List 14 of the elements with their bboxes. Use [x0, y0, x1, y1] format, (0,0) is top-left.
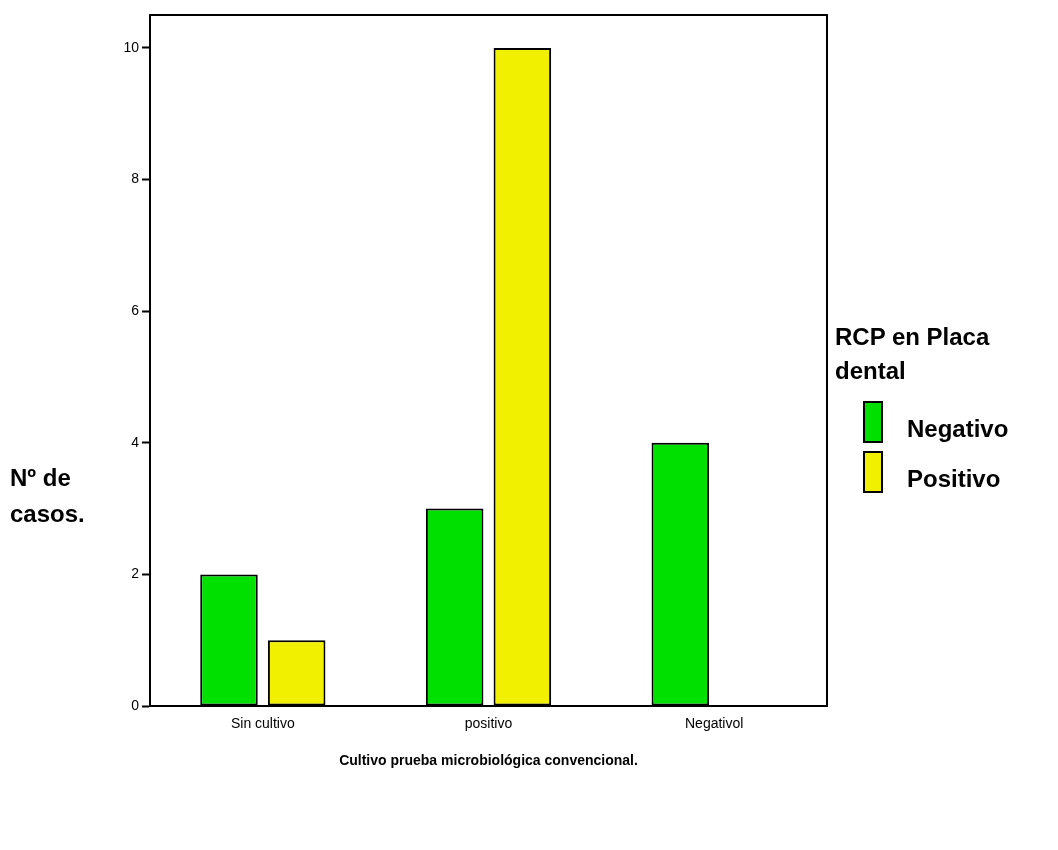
legend-title: RCP en Placa dental [835, 322, 991, 386]
y-tick-label: 2 [131, 565, 140, 582]
y-tick-label: 10 [123, 38, 140, 55]
y-axis-title: Nº de casos. [10, 463, 86, 529]
x-tick-label: positivo [464, 715, 513, 732]
y-tick-label: 0 [131, 696, 140, 713]
legend-label: Negativo [907, 415, 1009, 444]
y-tick-label: 6 [131, 302, 140, 318]
legend-label: Positivo [907, 465, 1001, 494]
x-tick-label: Negativol [684, 715, 744, 732]
y-tick-label: 8 [131, 170, 140, 187]
y-tick-label: 4 [131, 433, 140, 450]
x-axis-title: Cultivo prueba microbiológica convencional. [339, 752, 638, 769]
x-tick-label: Sin cultivo [230, 715, 295, 732]
